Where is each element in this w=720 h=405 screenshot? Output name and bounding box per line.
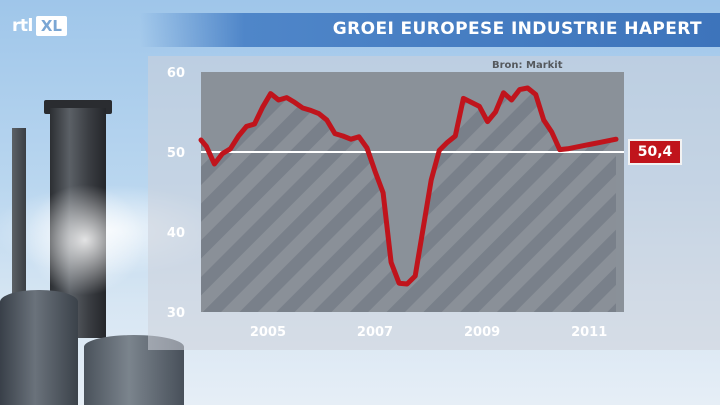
logo-rtl-text: rtl (12, 16, 33, 36)
x-tick-label: 2007 (357, 325, 393, 340)
x-tick-label: 2005 (250, 325, 286, 340)
background-steam (20, 180, 150, 300)
channel-logo: rtl XL (12, 14, 67, 38)
series-line-pmi (198, 85, 619, 287)
background-tank-left (0, 290, 78, 405)
y-tick-label: 30 (167, 306, 185, 321)
y-tick-label: 40 (167, 226, 185, 241)
chart-title: GROEI EUROPESE INDUSTRIE HAPERT (332, 19, 702, 39)
x-axis: 2005 2007 2009 2011 (250, 325, 607, 340)
last-value-tag: 50,4 (628, 139, 682, 165)
y-tick-label: 60 (167, 66, 185, 81)
striped-area-under-line (201, 88, 616, 312)
y-axis: 60 50 40 30 (167, 66, 185, 321)
x-tick-label: 2011 (571, 325, 607, 340)
y-tick-label: 50 (167, 146, 185, 161)
chart-source: Bron: Markit (492, 60, 563, 71)
logo-xl-badge: XL (35, 16, 67, 36)
x-tick-label: 2009 (464, 325, 500, 340)
title-bar: GROEI EUROPESE INDUSTRIE HAPERT (140, 13, 720, 47)
